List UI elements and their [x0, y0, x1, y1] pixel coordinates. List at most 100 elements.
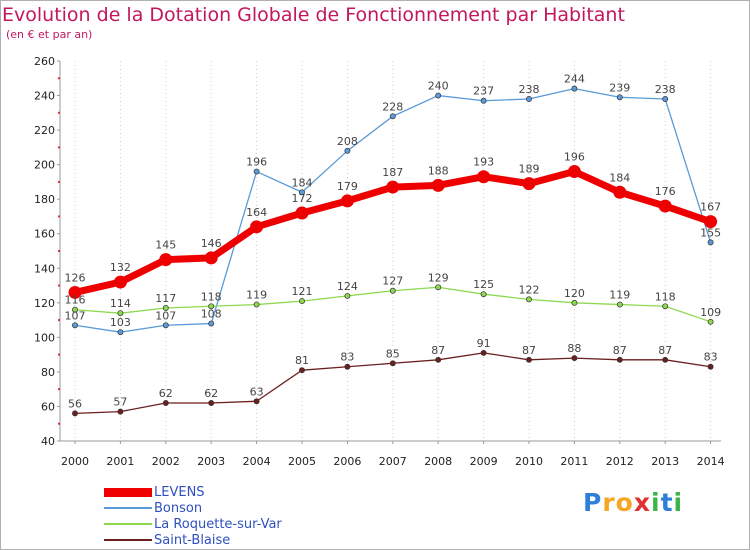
data-label-levens: 167: [700, 201, 721, 214]
data-point-saint-blaise: [435, 356, 442, 363]
data-label-bonson: 228: [382, 100, 403, 113]
x-tick-label: 2012: [606, 455, 634, 468]
data-point-bonson: [344, 147, 351, 154]
data-label-levens: 176: [655, 185, 676, 198]
legend-swatch-levens: [104, 487, 152, 497]
data-point-saint-blaise: [208, 400, 215, 406]
data-point-levens: [477, 170, 491, 184]
y-minor-tick: [58, 146, 60, 149]
data-point-bonson: [117, 329, 124, 336]
data-point-saint-blaise: [162, 400, 169, 406]
legend-item-la-roquette[interactable]: La Roquette-sur-Var: [104, 516, 282, 532]
legend-label-saint-blaise: Saint-Blaise: [154, 532, 231, 548]
data-label-levens: 164: [246, 206, 267, 219]
data-point-levens: [522, 177, 536, 191]
logo-letter: x: [633, 488, 651, 517]
data-label-levens: 179: [337, 180, 358, 193]
data-point-saint-blaise: [616, 356, 623, 363]
data-point-levens: [567, 165, 581, 179]
data-point-levens: [704, 215, 718, 229]
data-label-la-roquette-sur-var: 119: [609, 289, 630, 302]
data-label-la-roquette-sur-var: 122: [519, 283, 540, 296]
legend-label-la-roquette: La Roquette-sur-Var: [154, 516, 282, 532]
y-minor-tick: [58, 422, 60, 425]
y-tick-label: 80: [41, 366, 55, 379]
data-point-la-roquette-sur-var: [72, 306, 78, 313]
data-point-levens: [68, 285, 82, 299]
data-label-la-roquette-sur-var: 118: [655, 290, 676, 303]
data-point-bonson: [299, 189, 305, 196]
y-tick-label: 40: [41, 435, 55, 448]
legend-item-bonson[interactable]: Bonson: [104, 500, 282, 516]
data-label-levens: 172: [292, 192, 313, 205]
grid-layer: [74, 61, 712, 441]
data-label-la-roquette-sur-var: 124: [337, 280, 358, 293]
x-tick-label: 2002: [152, 455, 180, 468]
legend-swatch-la-roquette: [104, 523, 152, 525]
data-label-la-roquette-sur-var: 121: [292, 285, 313, 298]
data-point-saint-blaise: [344, 363, 351, 370]
data-point-bonson: [526, 96, 532, 102]
x-tick-label: 2000: [61, 455, 89, 468]
data-point-la-roquette-sur-var: [208, 303, 215, 310]
data-point-saint-blaise: [389, 360, 396, 367]
y-minor-tick: [58, 388, 60, 391]
data-label-levens: 146: [201, 237, 222, 250]
x-tick-label: 2009: [470, 455, 498, 468]
y-minor-tick: [58, 353, 60, 356]
data-point-la-roquette-sur-var: [344, 292, 351, 299]
data-point-bonson: [662, 96, 669, 102]
data-point-la-roquette-sur-var: [435, 284, 442, 291]
data-point-la-roquette-sur-var: [662, 303, 669, 310]
x-tick-label: 2011: [560, 455, 588, 468]
x-tick-label: 2006: [333, 455, 361, 468]
data-point-levens: [386, 180, 400, 194]
legend-item-saint-blaise[interactable]: Saint-Blaise: [104, 532, 282, 548]
data-point-bonson: [480, 97, 487, 104]
data-point-la-roquette-sur-var: [707, 318, 714, 325]
data-label-levens: 132: [110, 261, 131, 274]
data-label-bonson: 107: [155, 309, 176, 322]
logo-letter: o: [615, 488, 634, 517]
data-label-bonson: 238: [519, 83, 540, 96]
data-point-levens: [204, 251, 218, 265]
x-tick-label: 2004: [243, 455, 271, 468]
data-point-bonson: [208, 320, 215, 327]
y-minor-tick: [58, 250, 60, 252]
x-tick-label: 2007: [379, 455, 407, 468]
data-point-levens: [658, 199, 672, 213]
legend: LEVENS Bonson La Roquette-sur-Var Saint-…: [104, 484, 282, 548]
data-label-saint-blaise: 62: [159, 387, 173, 400]
data-point-saint-blaise: [707, 363, 714, 370]
data-label-levens: 193: [473, 156, 494, 169]
logo-letter: i: [651, 488, 661, 517]
data-label-saint-blaise: 62: [204, 387, 218, 400]
data-label-bonson: 103: [110, 316, 131, 329]
data-label-bonson: 196: [246, 156, 267, 169]
logo-letter: P: [583, 488, 603, 517]
legend-label-bonson: Bonson: [154, 500, 203, 516]
y-tick-label: 100: [34, 331, 55, 344]
y-tick-label: 120: [34, 297, 55, 310]
data-point-la-roquette-sur-var: [526, 296, 532, 303]
data-label-bonson: 155: [700, 226, 721, 239]
data-label-levens: 187: [382, 166, 403, 179]
data-point-saint-blaise: [117, 408, 124, 415]
data-label-la-roquette-sur-var: 129: [428, 271, 449, 284]
data-label-saint-blaise: 57: [113, 396, 127, 409]
data-point-bonson: [707, 239, 714, 246]
y-minor-tick: [58, 319, 60, 322]
logo-letter: t: [660, 488, 674, 517]
data-point-levens: [340, 194, 354, 208]
axis-layer: 40 60 80 100 120 140 160 180 200 220 240 260 2000 200…: [34, 55, 725, 468]
y-tick-label: 180: [34, 193, 55, 206]
data-point-bonson: [389, 113, 396, 120]
legend-label-levens: LEVENS: [154, 484, 205, 500]
data-point-levens: [295, 206, 309, 220]
y-tick-label: 240: [34, 90, 55, 103]
data-point-levens: [250, 220, 264, 234]
legend-item-levens[interactable]: LEVENS: [104, 484, 282, 500]
data-label-la-roquette-sur-var: 118: [201, 290, 222, 303]
data-point-la-roquette-sur-var: [299, 298, 305, 305]
data-label-la-roquette-sur-var: 119: [246, 289, 267, 302]
